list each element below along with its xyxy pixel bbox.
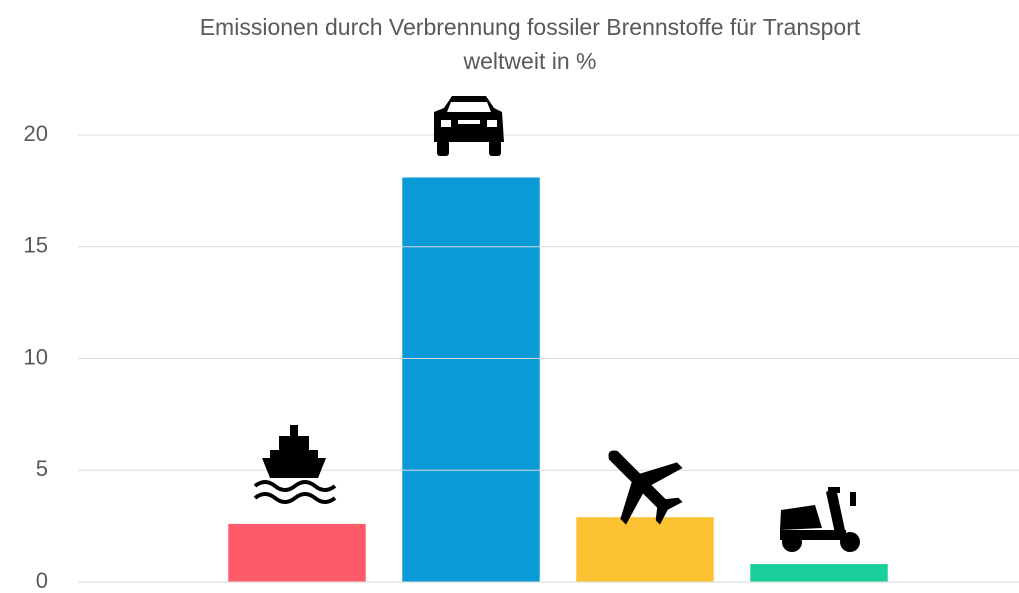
y-tick-label: 15	[24, 233, 48, 258]
bar	[576, 517, 714, 582]
plane-icon	[608, 450, 683, 525]
ship-icon	[253, 425, 337, 504]
car-icon	[434, 96, 504, 156]
bar	[228, 523, 366, 582]
bar	[402, 177, 540, 582]
y-tick-label: 5	[36, 456, 48, 481]
chart-title: Emissionen durch Verbrennung fossiler Br…	[199, 14, 861, 74]
y-tick-label: 0	[36, 568, 48, 593]
scooter-icon	[780, 487, 860, 552]
y-tick-label: 20	[24, 121, 48, 146]
bar	[750, 564, 888, 582]
y-tick-label: 10	[24, 344, 48, 369]
